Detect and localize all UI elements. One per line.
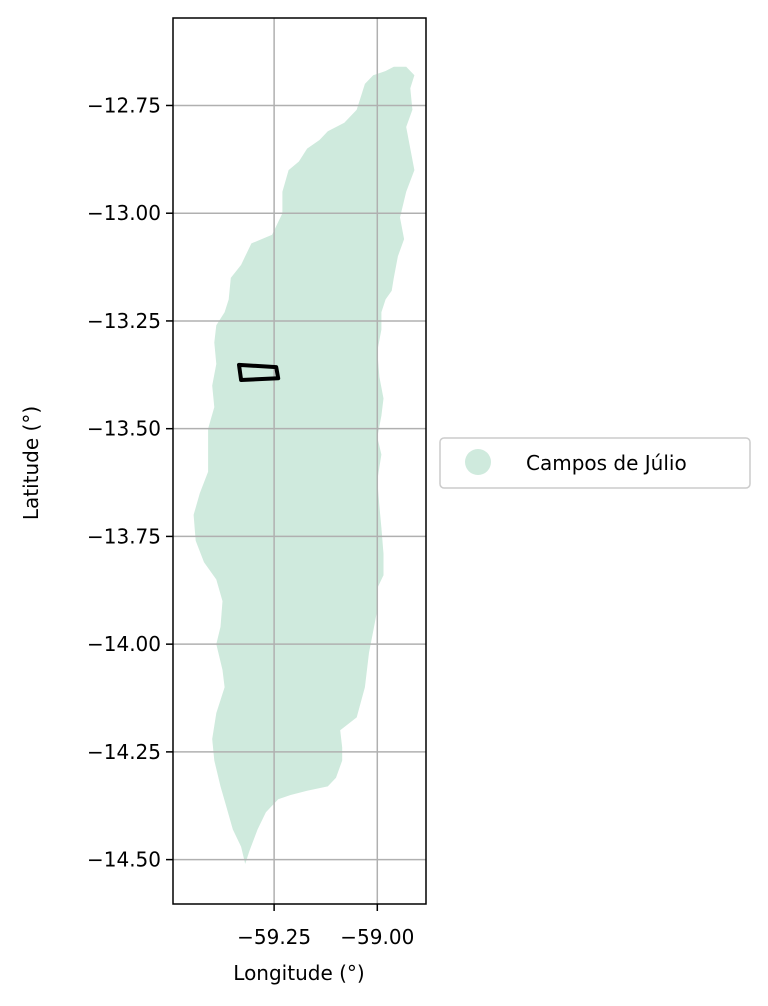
y-axis-title: Latitude (°) bbox=[19, 406, 43, 520]
legend-marker bbox=[465, 449, 491, 475]
x-tick-label: −59.25 bbox=[237, 925, 311, 949]
legend: Campos de Júlio bbox=[439, 437, 751, 489]
y-tick-label: −13.75 bbox=[87, 524, 161, 548]
legend-label: Campos de Júlio bbox=[526, 451, 687, 475]
y-tick-label: −14.25 bbox=[87, 740, 161, 764]
y-tick-label: −13.50 bbox=[87, 417, 161, 441]
y-tick-label: −13.00 bbox=[87, 201, 161, 225]
axes-frame bbox=[172, 17, 427, 905]
x-axis-title: Longitude (°) bbox=[233, 961, 364, 985]
y-tick-label: −12.75 bbox=[87, 93, 161, 117]
region-campos-de-julio bbox=[193, 66, 415, 864]
y-tick-label: −14.50 bbox=[87, 848, 161, 872]
y-axis: −12.75 −13.00 −13.25 −13.50 −13.75 −14.00 −14.… bbox=[87, 93, 173, 872]
grid bbox=[173, 18, 426, 904]
y-tick-label: −14.00 bbox=[87, 632, 161, 656]
x-tick-label: −59.00 bbox=[340, 925, 414, 949]
y-tick-label: −13.25 bbox=[87, 309, 161, 333]
legend-frame bbox=[439, 437, 751, 489]
plot-area bbox=[172, 17, 427, 905]
highlight-area-outline bbox=[237, 362, 281, 382]
x-axis: −59.25 −59.00 bbox=[237, 904, 414, 949]
